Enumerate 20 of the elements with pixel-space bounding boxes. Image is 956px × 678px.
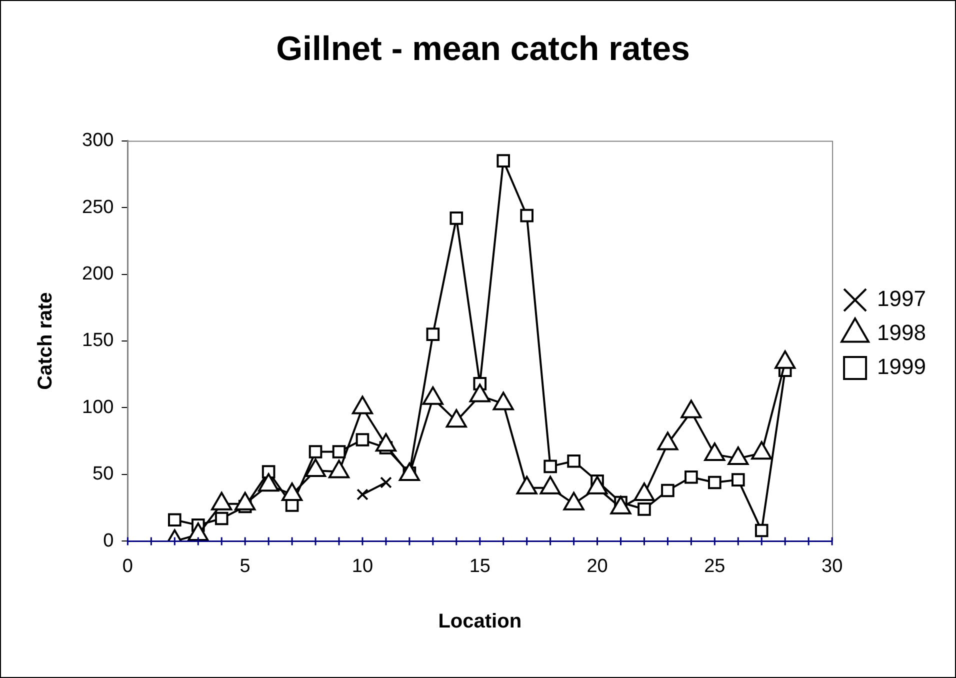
x-tick-label: 20: [586, 556, 608, 577]
y-tick-label: 300: [82, 130, 114, 152]
y-axis-title: Catch rate: [34, 292, 57, 390]
legend-label: 1999: [877, 354, 926, 380]
y-tick-label: 200: [82, 264, 114, 284]
x-tick-label: 25: [704, 556, 726, 577]
x-tick-label: 0: [122, 556, 133, 577]
y-tick-label: 250: [82, 196, 114, 218]
x-tick-label: 10: [352, 556, 374, 577]
y-tick-label: 50: [92, 464, 114, 485]
y-tick-label: 100: [82, 396, 114, 418]
y-tick-label: 0: [103, 530, 114, 552]
legend-label: 1998: [877, 320, 926, 346]
x-tick-label: 30: [821, 556, 843, 577]
x-axis-title: Location: [438, 610, 522, 633]
x-tick-label: 15: [469, 556, 490, 577]
y-tick-label: 150: [82, 330, 114, 352]
chart-title: Gillnet - mean catch rates: [276, 30, 690, 68]
legend-label: 1997: [877, 286, 926, 312]
x-tick-label: 5: [240, 556, 250, 577]
